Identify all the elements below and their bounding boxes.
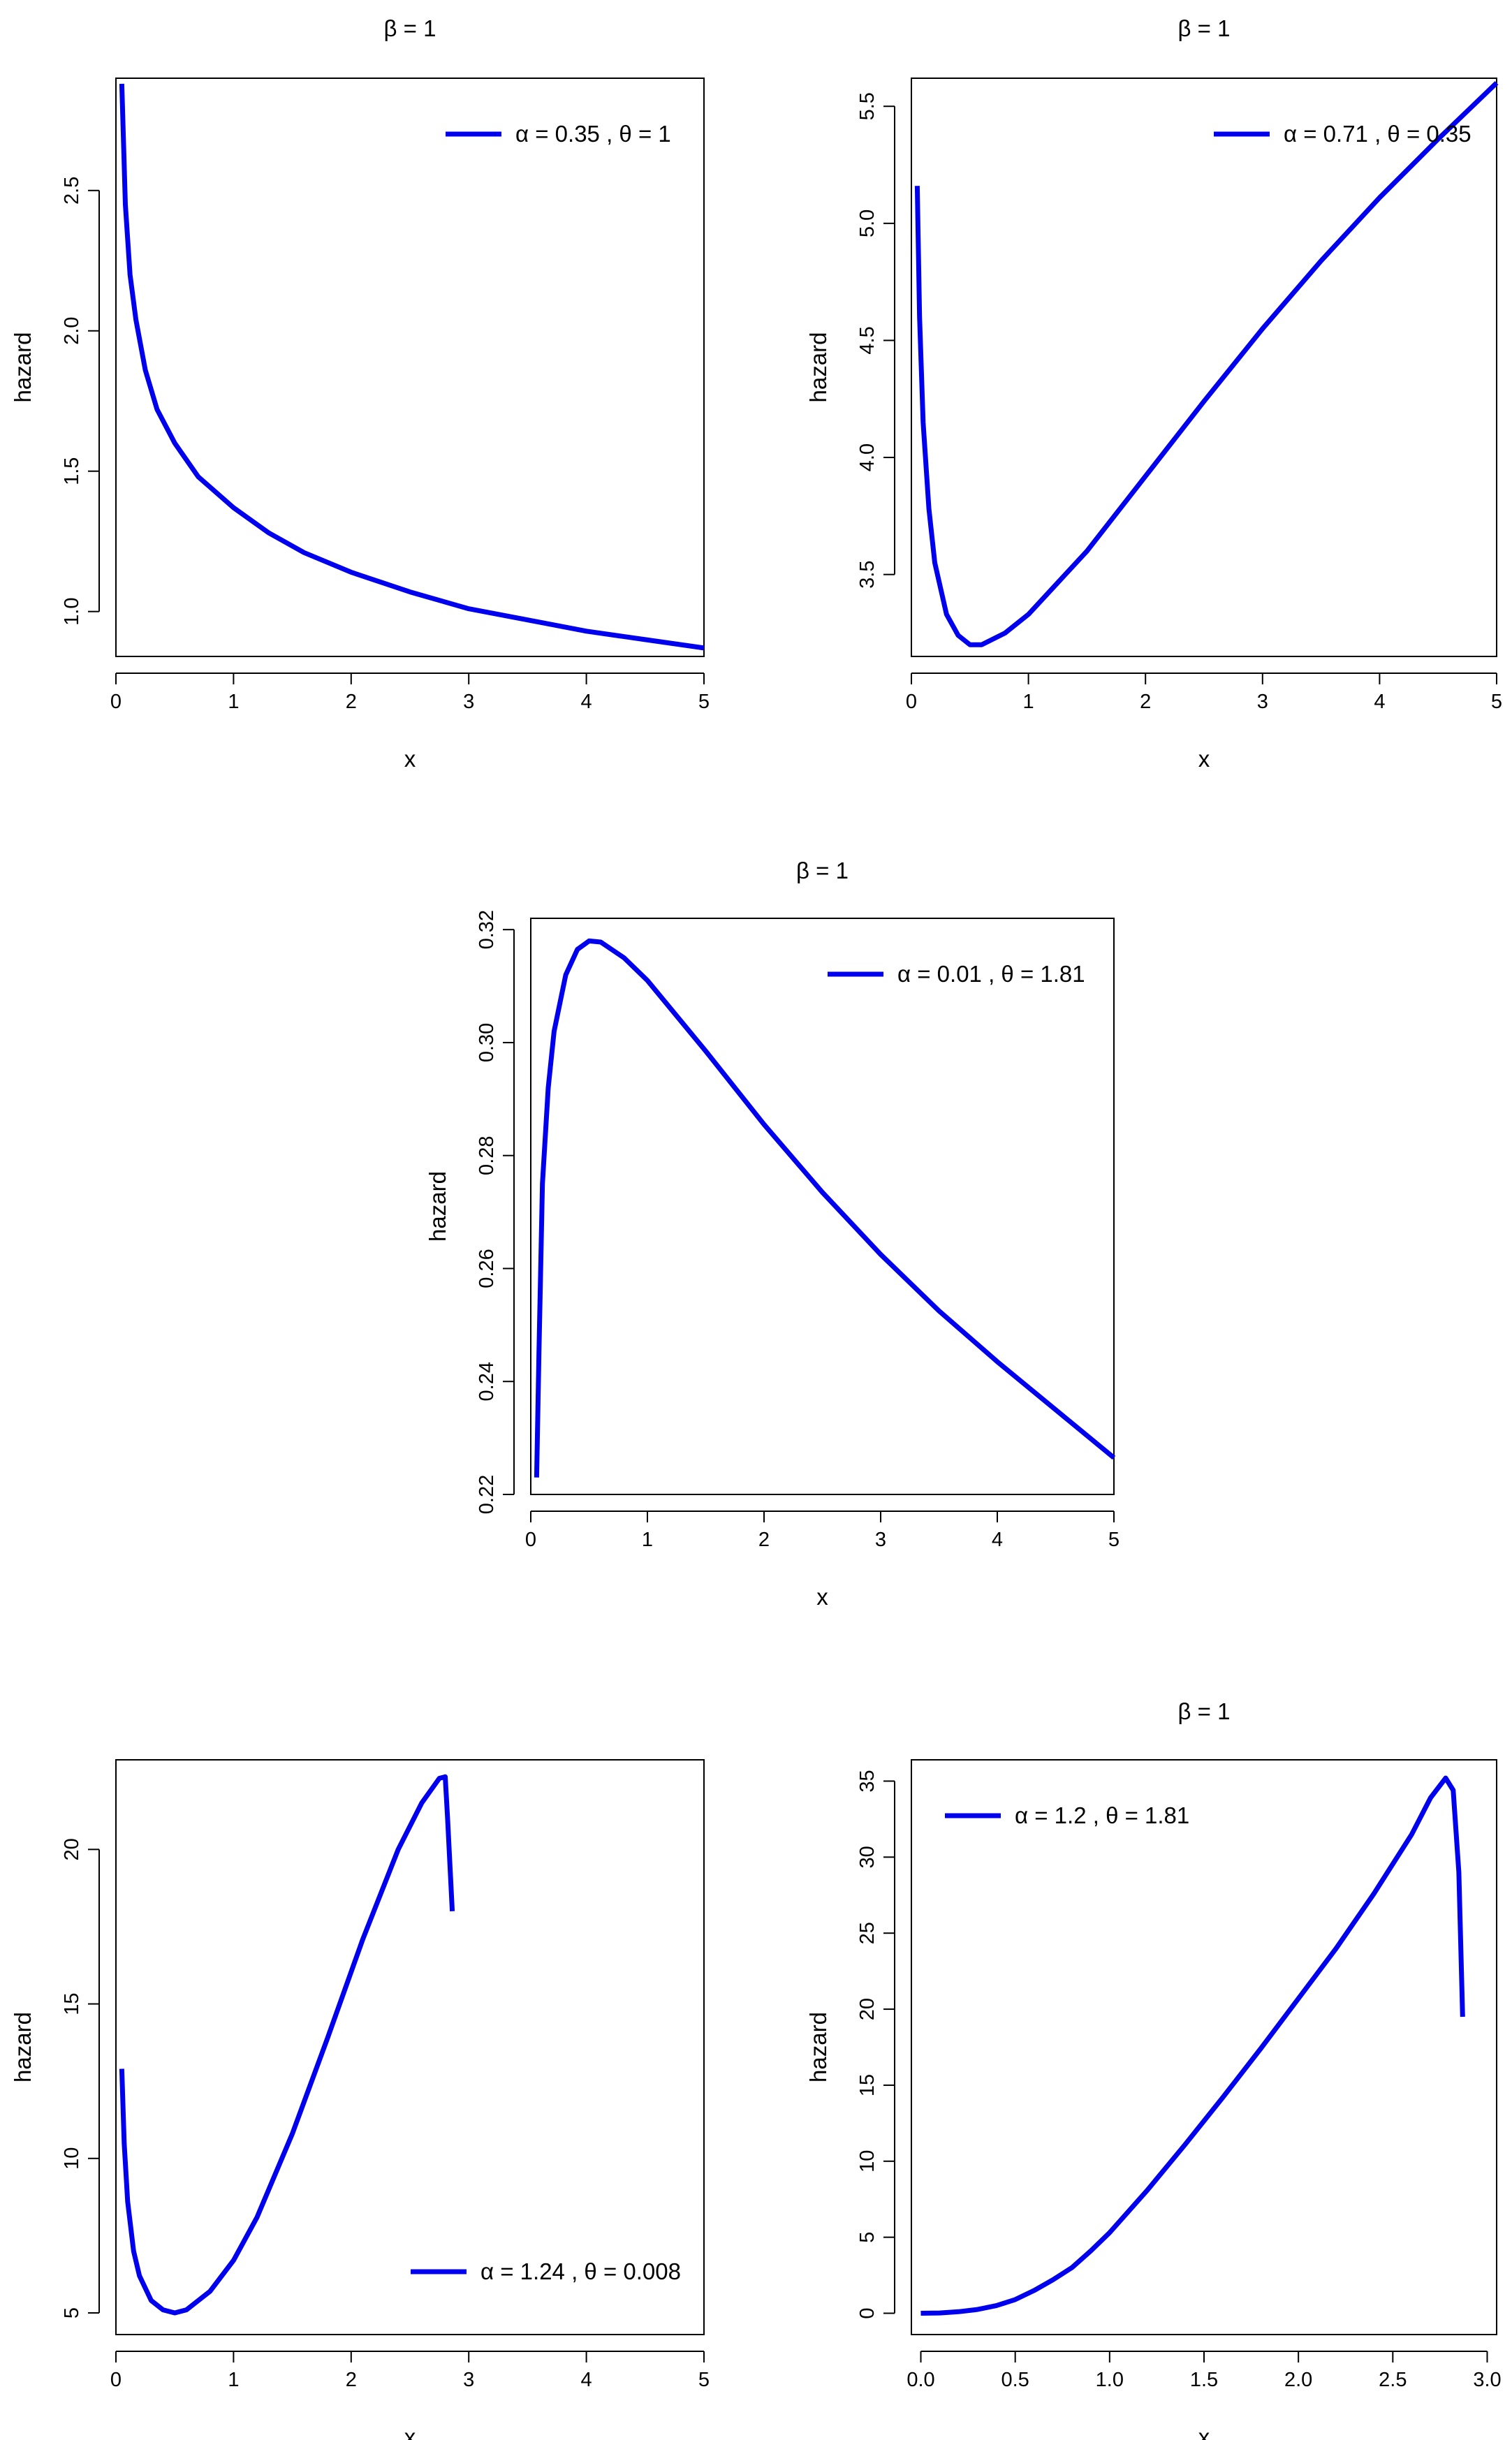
x-tick-label: 5 — [1108, 1529, 1120, 1551]
y-tick-label: 1.0 — [61, 598, 83, 626]
y-tick-label: 0.26 — [476, 1249, 498, 1288]
y-axis-label: hazard — [805, 2012, 831, 2082]
plot-frame — [115, 1759, 705, 2335]
x-tick-label: 4 — [581, 2369, 592, 2391]
y-tick-label: 15 — [856, 2074, 879, 2096]
hazard-curve — [534, 938, 1116, 1478]
panel-title: β = 1 — [796, 858, 849, 883]
x-tick-label: 3.0 — [1473, 2369, 1501, 2391]
x-tick-label: 1 — [642, 1529, 653, 1551]
y-axis-label: hazard — [425, 1171, 450, 1242]
y-tick-label: 0.30 — [476, 1023, 498, 1062]
y-tick-label: 35 — [856, 1770, 879, 1792]
y-tick-label: 10 — [61, 2147, 83, 2170]
legend-label: α = 0.71 , θ = 0.35 — [1284, 121, 1471, 147]
x-tick-label: 0.5 — [1001, 2369, 1029, 2391]
y-tick-label: 5 — [856, 2232, 879, 2243]
x-tick-label: 2.0 — [1284, 2369, 1312, 2391]
x-tick-label: 5 — [1491, 691, 1502, 713]
chart-panel-5: β = 1 0.0 0.5 1.0 1.5 2.0 2.5 3.0 0 5 10 15 20 25 30 35… — [805, 1698, 1502, 2440]
x-tick-label: 2 — [758, 1529, 770, 1551]
chart-panel-3: β = 1 0 1 2 3 4 5 0.22 0.24 0.26 0.28 0.30 0.32 x haza… — [425, 858, 1120, 1610]
x-tick-label: 0 — [110, 2369, 122, 2391]
y-tick-label: 0.32 — [476, 910, 498, 949]
y-tick-label: 1.5 — [61, 457, 83, 485]
panel-title: β = 1 — [1178, 15, 1231, 41]
x-tick-label: 1 — [228, 691, 239, 713]
x-tick-label: 3 — [875, 1529, 886, 1551]
plot-frame — [911, 1759, 1497, 2335]
chart-panel-2: β = 1 0 1 2 3 4 5 3.5 4.0 4.5 5.0 5.5 x hazard α = 0.7… — [805, 15, 1502, 772]
x-tick-label: 2.5 — [1379, 2369, 1407, 2391]
x-tick-label: 5 — [698, 691, 710, 713]
y-tick-label: 3.5 — [856, 561, 879, 589]
x-axis-label: x — [816, 1584, 828, 1610]
y-axis-label: hazard — [805, 332, 831, 403]
x-axis-label: x — [1198, 2424, 1210, 2440]
x-tick-label: 0.0 — [907, 2369, 934, 2391]
y-tick-label: 0.24 — [476, 1362, 498, 1401]
x-tick-label: 2 — [1140, 691, 1151, 713]
y-tick-label: 15 — [61, 1992, 83, 2015]
legend-label: α = 0.01 , θ = 1.81 — [897, 961, 1085, 987]
hazard-curve — [920, 1775, 1465, 2316]
x-tick-label: 4 — [992, 1529, 1003, 1551]
y-tick-label: 5 — [61, 2307, 83, 2318]
plot-frame — [911, 78, 1497, 657]
x-tick-label: 0 — [110, 691, 122, 713]
hazard-curve — [119, 83, 705, 651]
y-tick-label: 20 — [61, 1838, 83, 1860]
y-tick-label: 10 — [856, 2150, 879, 2173]
y-tick-label: 25 — [856, 1922, 879, 1944]
x-axis-label: x — [404, 2424, 416, 2440]
x-tick-label: 2 — [346, 2369, 357, 2391]
y-tick-label: 2.5 — [61, 177, 83, 205]
y-tick-label: 2.0 — [61, 317, 83, 345]
chart-panel-1: β = 1 0 1 2 3 4 5 1.0 1.5 2.0 2.5 x hazard α = 0.35 ,… — [10, 15, 710, 772]
plot-frame — [115, 78, 705, 657]
x-tick-label: 1.5 — [1190, 2369, 1218, 2391]
x-tick-label: 0 — [906, 691, 917, 713]
panel-title: β = 1 — [1178, 1698, 1231, 1724]
y-tick-label: 30 — [856, 1846, 879, 1868]
x-tick-label: 1 — [1023, 691, 1034, 713]
x-tick-label: 0 — [525, 1529, 536, 1551]
plot-frame — [530, 918, 1115, 1495]
y-tick-label: 5.5 — [856, 92, 879, 120]
hazard-curve — [914, 81, 1499, 647]
y-axis-label: hazard — [10, 2012, 36, 2082]
x-tick-label: 3 — [1257, 691, 1268, 713]
legend-label: α = 0.35 , θ = 1 — [515, 121, 671, 147]
y-tick-label: 5.0 — [856, 210, 879, 237]
legend-label: α = 1.24 , θ = 0.008 — [480, 2258, 681, 2284]
x-axis-label: x — [404, 746, 416, 772]
y-tick-label: 0 — [856, 2307, 879, 2318]
x-tick-label: 2 — [346, 691, 357, 713]
x-tick-label: 3 — [463, 2369, 474, 2391]
x-axis-label: x — [1198, 746, 1210, 772]
x-tick-label: 1 — [228, 2369, 239, 2391]
hazard-curve — [119, 1774, 455, 2316]
x-tick-label: 3 — [463, 691, 474, 713]
x-tick-label: 4 — [1374, 691, 1385, 713]
y-axis-label: hazard — [10, 332, 36, 403]
panel-title: β = 1 — [384, 15, 436, 41]
y-tick-label: 4.0 — [856, 443, 879, 471]
x-tick-label: 5 — [698, 2369, 710, 2391]
y-tick-label: 0.28 — [476, 1136, 498, 1175]
y-tick-label: 4.5 — [856, 326, 879, 354]
legend-label: α = 1.2 , θ = 1.81 — [1015, 1802, 1189, 1828]
x-tick-label: 1.0 — [1096, 2369, 1124, 2391]
chart-panel-4: 0 1 2 3 4 5 5 10 15 20 x hazard α = 1.24 , θ = 0.008 — [10, 1759, 710, 2440]
y-tick-label: 20 — [856, 1998, 879, 2020]
y-tick-label: 0.22 — [476, 1475, 498, 1514]
x-tick-label: 4 — [581, 691, 592, 713]
